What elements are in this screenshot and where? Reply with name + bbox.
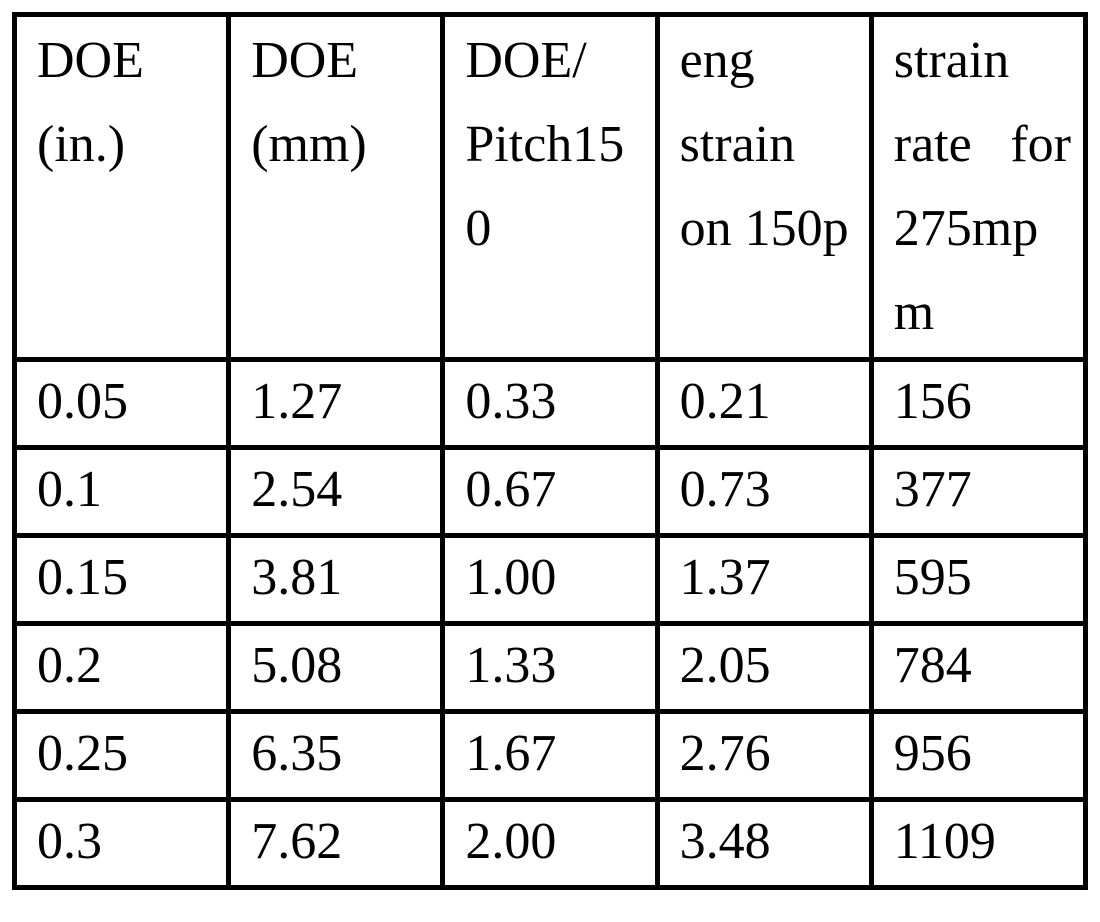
doe-strain-table: DOE (in.) DOE (mm) DOE/Pitch15 0 eng strain on 1…: [11, 12, 1089, 890]
column-header-2: DOE (mm): [226, 12, 446, 362]
column-header-line: 275mp: [893, 200, 1039, 257]
table-cell: 377: [868, 445, 1089, 538]
table-row: 0.25 6.35 1.67 2.76 956: [11, 709, 1089, 802]
table-cell: 2.54: [226, 445, 446, 538]
table-row: 0.2 5.08 1.33 2.05 784: [11, 621, 1089, 714]
table-cell: 595: [868, 533, 1089, 626]
table-cell: 6.35: [226, 709, 446, 802]
table-cell: 0.67: [440, 445, 660, 538]
column-header-line: DOE: [37, 32, 144, 89]
table-cell: 784: [868, 621, 1089, 714]
table-cell: 2.05: [654, 621, 874, 714]
table-cell: 1.37: [654, 533, 874, 626]
table-cell: 3.81: [226, 533, 446, 626]
table-cell: 5.08: [226, 621, 446, 714]
table-cell: 0.2: [11, 621, 232, 714]
table-cell: 0.05: [11, 357, 232, 450]
column-header-line: (mm): [251, 116, 367, 173]
table-cell: 0.1: [11, 445, 232, 538]
column-header-5: strain rate for 275mp m: [868, 12, 1089, 362]
table-cell: 0.73: [654, 445, 874, 538]
table-cell: 0.15: [11, 533, 232, 626]
table-cell: 7.62: [226, 797, 446, 890]
column-header-line: eng: [679, 32, 755, 89]
column-header-3: DOE/Pitch15 0: [440, 12, 660, 362]
table-cell: 0.21: [654, 357, 874, 450]
column-header-line: Pitch15: [465, 116, 625, 173]
column-header-4: eng strain on 150p: [654, 12, 874, 362]
column-header-line: DOE/: [465, 32, 587, 89]
column-header-1: DOE (in.): [11, 12, 232, 362]
column-header-line: DOE: [251, 32, 359, 89]
table-cell: 0.33: [440, 357, 660, 450]
table-cell: 2.76: [654, 709, 874, 802]
table-body: 0.05 1.27 0.33 0.21 156 0.1 2.54 0.67 0.73 377 0.1…: [11, 357, 1089, 890]
table-cell: 0.25: [11, 709, 232, 802]
table-cell: 2.00: [440, 797, 660, 890]
table-row: 0.05 1.27 0.33 0.21 156: [11, 357, 1089, 450]
column-header-line: (in.): [37, 116, 126, 173]
table-cell: 1.67: [440, 709, 660, 802]
table-header: DOE (in.) DOE (mm) DOE/Pitch15 0 eng strain on 1…: [11, 12, 1089, 362]
column-header-line: rate for: [893, 116, 1071, 173]
table-row: 0.3 7.62 2.00 3.48 1109: [11, 797, 1089, 890]
table-cell: 1109: [868, 797, 1089, 890]
header-row: DOE (in.) DOE (mm) DOE/Pitch15 0 eng strain on 1…: [11, 12, 1089, 362]
column-header-line: strain: [679, 116, 796, 173]
table-cell: 1.27: [226, 357, 446, 450]
table-cell: 156: [868, 357, 1089, 450]
table-cell: 1.00: [440, 533, 660, 626]
column-header-line: m: [893, 284, 935, 341]
table-cell: 956: [868, 709, 1089, 802]
column-header-line: on 150p: [679, 200, 849, 257]
table-cell: 0.3: [11, 797, 232, 890]
column-header-line: strain: [893, 32, 1010, 89]
table-row: 0.1 2.54 0.67 0.73 377: [11, 445, 1089, 538]
column-header-line: 0: [465, 200, 492, 257]
table-row: 0.15 3.81 1.00 1.37 595: [11, 533, 1089, 626]
table-cell: 3.48: [654, 797, 874, 890]
table-cell: 1.33: [440, 621, 660, 714]
